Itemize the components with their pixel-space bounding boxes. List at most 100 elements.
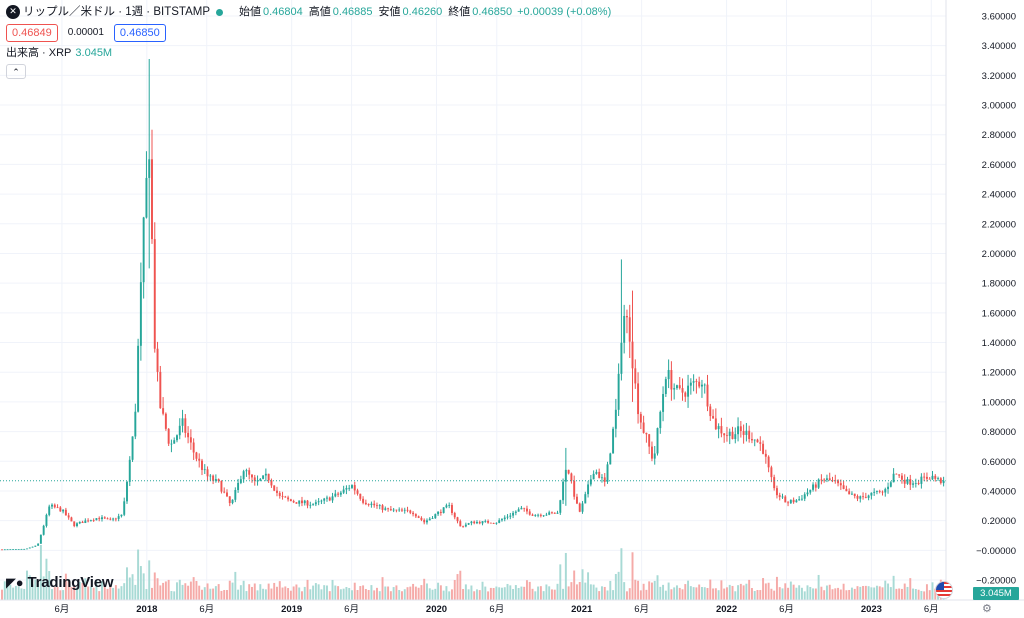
- candle-body: [87, 520, 90, 522]
- candle-body: [887, 486, 890, 490]
- volume-bar: [634, 579, 637, 600]
- candle-body: [609, 453, 612, 465]
- volume-bar: [98, 591, 101, 600]
- volume-bar: [403, 589, 406, 600]
- candle-body: [823, 479, 826, 481]
- volume-bar: [356, 590, 359, 600]
- candle-body: [364, 502, 367, 505]
- candle-body: [487, 521, 490, 523]
- volume-bar: [742, 585, 745, 600]
- candle-body: [376, 505, 378, 507]
- candle-body: [695, 381, 698, 382]
- candle-body: [120, 514, 123, 517]
- volume-bar: [20, 588, 23, 600]
- candle-body: [298, 500, 301, 504]
- volume-bar: [759, 590, 762, 600]
- candle-body: [145, 177, 148, 218]
- symbol-title[interactable]: リップル／米ドル · 1週 · BITSTAMP: [23, 6, 210, 18]
- price-tick-label: 2.60000: [982, 160, 1016, 171]
- volume-bar: [700, 586, 703, 600]
- candle-body: [20, 549, 23, 550]
- volume-bar: [192, 577, 195, 600]
- volume-bar: [56, 586, 59, 600]
- candle-body: [423, 519, 426, 523]
- volume-bar: [248, 584, 251, 600]
- candle-body: [925, 476, 928, 479]
- time-tick-label: 6月: [344, 604, 359, 615]
- candle-body: [95, 518, 98, 521]
- volume-bar: [523, 586, 526, 600]
- price-tick-label: 1.80000: [982, 279, 1016, 290]
- candle-body: [798, 499, 801, 501]
- volume-bar: [481, 581, 484, 600]
- volume-bar: [564, 552, 567, 600]
- price-tick-label: −0.00000: [976, 546, 1016, 557]
- chevron-up-icon[interactable]: ⌃: [6, 64, 26, 79]
- price-axis[interactable]: 3.60000 3.40000 3.20000 3.00000 2.80000 2.600…: [945, 0, 1016, 600]
- candle-body: [228, 496, 231, 504]
- volume-bar: [289, 590, 292, 600]
- volume-bar: [117, 588, 120, 600]
- candle-body: [614, 409, 617, 429]
- candle-body: [395, 509, 398, 511]
- time-axis[interactable]: 6月 2018 6月 2019 6月 2020 6月 2021 6月 2022 6月 2023 6月: [0, 599, 1024, 615]
- candle-body: [45, 514, 48, 526]
- volume-bar: [628, 588, 631, 600]
- volume-bar: [642, 583, 645, 600]
- buy-price-button[interactable]: 0.46850: [113, 24, 166, 42]
- candle-body: [51, 504, 53, 507]
- volume-bar: [284, 586, 287, 600]
- candle-body: [581, 503, 584, 512]
- volume-bar: [623, 582, 626, 600]
- sell-price-button[interactable]: 0.46849: [6, 24, 58, 42]
- volume-bar: [850, 587, 853, 600]
- volume-bar: [598, 591, 601, 600]
- candle-body: [673, 388, 676, 390]
- volume-bar: [23, 588, 26, 600]
- candle-body: [717, 426, 720, 430]
- x-close-icon[interactable]: ✕: [6, 5, 20, 19]
- volume-bar: [778, 587, 781, 600]
- candle-body: [148, 159, 151, 178]
- volume-bar: [917, 589, 920, 600]
- time-tick-label: 6月: [489, 604, 504, 615]
- volume-bar: [6, 585, 9, 600]
- candle-body: [342, 489, 345, 493]
- candle-body: [198, 458, 201, 461]
- volume-bar: [589, 584, 592, 600]
- volume-bar: [151, 587, 153, 600]
- volume-legend[interactable]: 出来高 · XRP 3.045M: [6, 45, 611, 61]
- volume-bar: [809, 586, 812, 600]
- candle-body: [89, 520, 92, 522]
- volume-bar: [298, 587, 301, 600]
- candle-body: [867, 495, 870, 498]
- candle-body: [514, 511, 517, 513]
- volume-bar: [698, 584, 701, 600]
- candle-body: [328, 497, 331, 501]
- time-tick-label: 2022: [716, 604, 737, 615]
- candle-body: [862, 496, 865, 498]
- candle-body: [517, 509, 520, 512]
- volume-bar: [362, 585, 365, 600]
- candle-body: [667, 370, 670, 380]
- gear-icon[interactable]: ⚙: [982, 603, 992, 615]
- volume-bar: [445, 586, 448, 600]
- candle-body: [248, 470, 251, 475]
- volume-bar: [587, 572, 590, 600]
- volume-bar: [687, 580, 690, 600]
- candle-body: [812, 484, 815, 490]
- volume-bar: [542, 591, 545, 600]
- candle-body: [878, 491, 881, 492]
- volume-bar: [442, 590, 445, 600]
- volume-bar: [867, 586, 870, 600]
- candle-body: [159, 371, 162, 409]
- us-flag-icon[interactable]: [935, 581, 953, 599]
- volume-bar: [859, 586, 862, 600]
- volume-bar: [309, 589, 312, 600]
- volume-bar: [353, 582, 356, 600]
- candle-body: [209, 475, 212, 477]
- tradingview-logo[interactable]: ◤● TradingView: [6, 574, 114, 591]
- candle-body: [378, 505, 381, 507]
- candle-body: [700, 384, 703, 387]
